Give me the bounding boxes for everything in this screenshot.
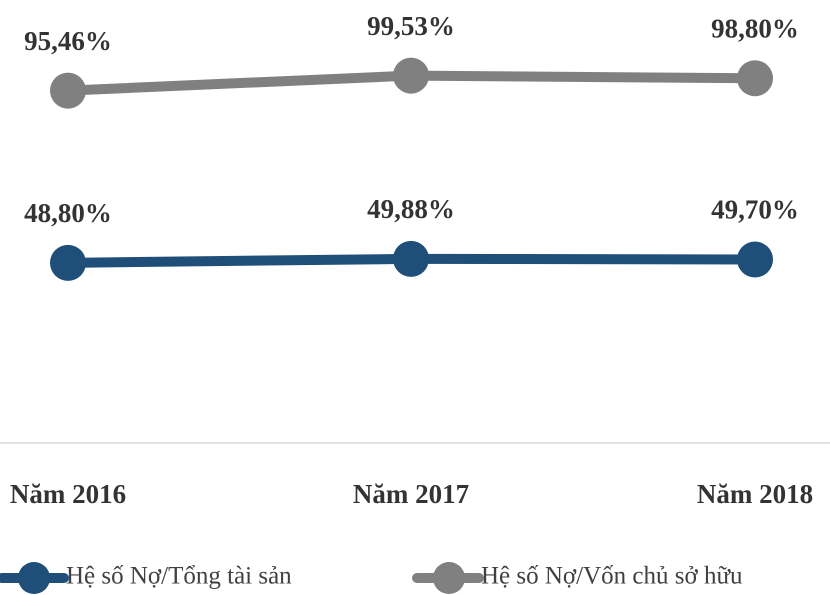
data-label: 48,80%	[24, 198, 112, 228]
data-label: 49,70%	[711, 195, 799, 225]
legend-label: Hệ số Nợ/Vốn chủ sở hữu	[481, 563, 743, 590]
data-label: 99,53%	[367, 11, 455, 41]
marker	[393, 57, 429, 94]
x-tick-label: Năm 2018	[697, 479, 813, 509]
marker	[393, 240, 429, 277]
data-label: 98,80%	[711, 13, 799, 43]
data-label: 95,46%	[24, 26, 112, 56]
x-tick-label: Năm 2017	[353, 479, 469, 509]
data-label: 49,88%	[367, 194, 455, 224]
marker	[50, 72, 86, 109]
legend-label: Hệ số Nợ/Tổng tài sản	[66, 563, 292, 590]
legend-marker	[433, 562, 465, 594]
legend-marker	[18, 562, 50, 594]
x-tick-label: Năm 2016	[10, 479, 126, 509]
marker	[737, 60, 773, 97]
marker	[50, 244, 86, 281]
marker	[737, 241, 773, 278]
